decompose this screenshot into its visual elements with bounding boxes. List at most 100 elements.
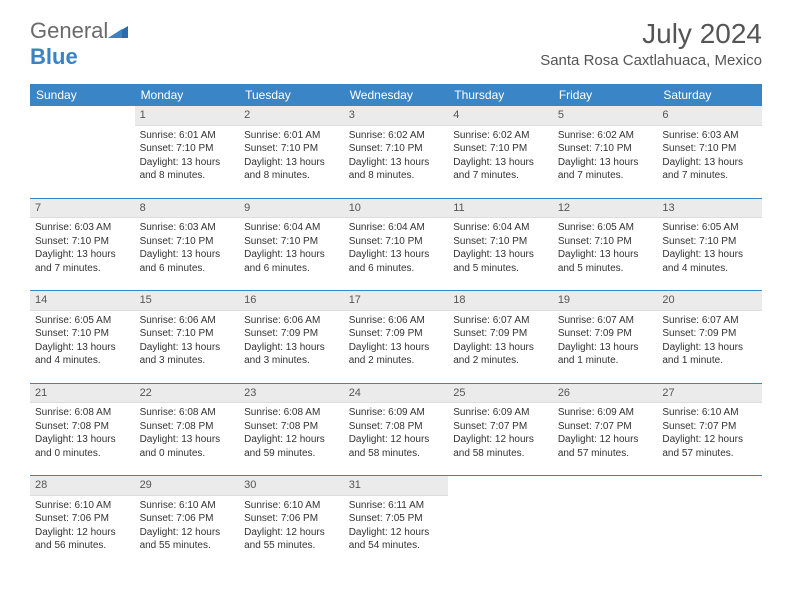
sunset-text: Sunset: 7:05 PM	[349, 512, 444, 526]
day-number: 8	[135, 199, 240, 219]
sunset-text: Sunset: 7:10 PM	[662, 142, 757, 156]
day-body: Sunrise: 6:01 AMSunset: 7:10 PMDaylight:…	[239, 126, 344, 187]
sunrise-text: Sunrise: 6:03 AM	[662, 129, 757, 143]
day-number: 29	[135, 476, 240, 496]
location: Santa Rosa Caxtlahuaca, Mexico	[540, 52, 762, 69]
calendar-week-row: 1Sunrise: 6:01 AMSunset: 7:10 PMDaylight…	[30, 106, 762, 198]
day-body: Sunrise: 6:04 AMSunset: 7:10 PMDaylight:…	[239, 218, 344, 279]
calendar-day-cell: 16Sunrise: 6:06 AMSunset: 7:09 PMDayligh…	[239, 291, 344, 383]
month-title: July 2024	[540, 18, 762, 50]
day-number: 24	[344, 384, 449, 404]
sunrise-text: Sunrise: 6:04 AM	[349, 221, 444, 235]
day-body: Sunrise: 6:05 AMSunset: 7:10 PMDaylight:…	[30, 311, 135, 372]
sunrise-text: Sunrise: 6:06 AM	[244, 314, 339, 328]
daylight-text: Daylight: 13 hours and 7 minutes.	[662, 156, 757, 183]
sunset-text: Sunset: 7:10 PM	[558, 235, 653, 249]
day-number: 1	[135, 106, 240, 126]
sunset-text: Sunset: 7:10 PM	[662, 235, 757, 249]
sunset-text: Sunset: 7:10 PM	[244, 142, 339, 156]
weekday-header: Wednesday	[344, 84, 449, 106]
sunrise-text: Sunrise: 6:09 AM	[349, 406, 444, 420]
calendar-day-cell: 3Sunrise: 6:02 AMSunset: 7:10 PMDaylight…	[344, 106, 449, 198]
day-body: Sunrise: 6:10 AMSunset: 7:06 PMDaylight:…	[239, 496, 344, 557]
daylight-text: Daylight: 13 hours and 4 minutes.	[662, 248, 757, 275]
calendar-day-cell: 14Sunrise: 6:05 AMSunset: 7:10 PMDayligh…	[30, 291, 135, 383]
daylight-text: Daylight: 12 hours and 57 minutes.	[558, 433, 653, 460]
daylight-text: Daylight: 13 hours and 0 minutes.	[140, 433, 235, 460]
calendar-day-cell: 21Sunrise: 6:08 AMSunset: 7:08 PMDayligh…	[30, 384, 135, 476]
day-number: 10	[344, 199, 449, 219]
day-body: Sunrise: 6:08 AMSunset: 7:08 PMDaylight:…	[30, 403, 135, 464]
day-number: 26	[553, 384, 658, 404]
calendar-day-cell: 29Sunrise: 6:10 AMSunset: 7:06 PMDayligh…	[135, 476, 240, 568]
day-number: 30	[239, 476, 344, 496]
calendar-empty-cell	[553, 476, 658, 568]
daylight-text: Daylight: 13 hours and 3 minutes.	[244, 341, 339, 368]
day-body: Sunrise: 6:05 AMSunset: 7:10 PMDaylight:…	[657, 218, 762, 279]
day-body: Sunrise: 6:01 AMSunset: 7:10 PMDaylight:…	[135, 126, 240, 187]
calendar-day-cell: 6 Sunrise: 6:03 AMSunset: 7:10 PMDaylight…	[657, 106, 762, 198]
daylight-text: Daylight: 13 hours and 5 minutes.	[558, 248, 653, 275]
sunrise-text: Sunrise: 6:09 AM	[558, 406, 653, 420]
logo: GeneralBlue	[30, 18, 128, 70]
day-body: Sunrise: 6:05 AMSunset: 7:10 PMDaylight:…	[553, 218, 658, 279]
sunset-text: Sunset: 7:08 PM	[349, 420, 444, 434]
sunrise-text: Sunrise: 6:07 AM	[558, 314, 653, 328]
calendar-day-cell: 20Sunrise: 6:07 AMSunset: 7:09 PMDayligh…	[657, 291, 762, 383]
day-number: 6	[657, 106, 762, 126]
calendar-day-cell: 7Sunrise: 6:03 AMSunset: 7:10 PMDaylight…	[30, 199, 135, 291]
sunrise-text: Sunrise: 6:07 AM	[662, 314, 757, 328]
day-number: 22	[135, 384, 240, 404]
title-block: July 2024 Santa Rosa Caxtlahuaca, Mexico	[540, 18, 762, 69]
calendar-day-cell: 18Sunrise: 6:07 AMSunset: 7:09 PMDayligh…	[448, 291, 553, 383]
calendar-day-cell: 27Sunrise: 6:10 AMSunset: 7:07 PMDayligh…	[657, 384, 762, 476]
daylight-text: Daylight: 13 hours and 8 minutes.	[349, 156, 444, 183]
daylight-text: Daylight: 13 hours and 6 minutes.	[140, 248, 235, 275]
calendar-table: SundayMondayTuesdayWednesdayThursdayFrid…	[30, 84, 762, 568]
daylight-text: Daylight: 13 hours and 1 minute.	[662, 341, 757, 368]
day-body: Sunrise: 6:07 AMSunset: 7:09 PMDaylight:…	[448, 311, 553, 372]
weekday-header: Monday	[135, 84, 240, 106]
day-number: 17	[344, 291, 449, 311]
sunset-text: Sunset: 7:09 PM	[453, 327, 548, 341]
daylight-text: Daylight: 13 hours and 7 minutes.	[558, 156, 653, 183]
daylight-text: Daylight: 12 hours and 55 minutes.	[140, 526, 235, 553]
sunrise-text: Sunrise: 6:08 AM	[244, 406, 339, 420]
sunrise-text: Sunrise: 6:08 AM	[35, 406, 130, 420]
day-number: 19	[553, 291, 658, 311]
sunrise-text: Sunrise: 6:05 AM	[35, 314, 130, 328]
day-number: 12	[553, 199, 658, 219]
daylight-text: Daylight: 13 hours and 3 minutes.	[140, 341, 235, 368]
sunset-text: Sunset: 7:09 PM	[558, 327, 653, 341]
day-number: 9	[239, 199, 344, 219]
logo-word-1: General	[30, 18, 108, 43]
sunset-text: Sunset: 7:10 PM	[349, 235, 444, 249]
day-body: Sunrise: 6:04 AMSunset: 7:10 PMDaylight:…	[448, 218, 553, 279]
day-body: Sunrise: 6:09 AMSunset: 7:08 PMDaylight:…	[344, 403, 449, 464]
sunrise-text: Sunrise: 6:02 AM	[349, 129, 444, 143]
day-body: Sunrise: 6:08 AMSunset: 7:08 PMDaylight:…	[239, 403, 344, 464]
daylight-text: Daylight: 13 hours and 6 minutes.	[349, 248, 444, 275]
day-number: 3	[344, 106, 449, 126]
calendar-day-cell: 13Sunrise: 6:05 AMSunset: 7:10 PMDayligh…	[657, 199, 762, 291]
day-body: Sunrise: 6:09 AMSunset: 7:07 PMDaylight:…	[448, 403, 553, 464]
sunrise-text: Sunrise: 6:04 AM	[244, 221, 339, 235]
day-body: Sunrise: 6:10 AMSunset: 7:07 PMDaylight:…	[657, 403, 762, 464]
sunset-text: Sunset: 7:10 PM	[140, 235, 235, 249]
day-body: Sunrise: 6:03 AMSunset: 7:10 PMDaylight:…	[135, 218, 240, 279]
day-number: 13	[657, 199, 762, 219]
sunset-text: Sunset: 7:10 PM	[140, 142, 235, 156]
day-number: 27	[657, 384, 762, 404]
day-body: Sunrise: 6:06 AMSunset: 7:10 PMDaylight:…	[135, 311, 240, 372]
calendar-day-cell: 24Sunrise: 6:09 AMSunset: 7:08 PMDayligh…	[344, 384, 449, 476]
sunset-text: Sunset: 7:10 PM	[558, 142, 653, 156]
daylight-text: Daylight: 12 hours and 57 minutes.	[662, 433, 757, 460]
day-number: 16	[239, 291, 344, 311]
daylight-text: Daylight: 13 hours and 8 minutes.	[244, 156, 339, 183]
sunset-text: Sunset: 7:06 PM	[35, 512, 130, 526]
daylight-text: Daylight: 13 hours and 7 minutes.	[35, 248, 130, 275]
day-number: 28	[30, 476, 135, 496]
day-number: 2	[239, 106, 344, 126]
calendar-day-cell: 28Sunrise: 6:10 AMSunset: 7:06 PMDayligh…	[30, 476, 135, 568]
sunrise-text: Sunrise: 6:09 AM	[453, 406, 548, 420]
